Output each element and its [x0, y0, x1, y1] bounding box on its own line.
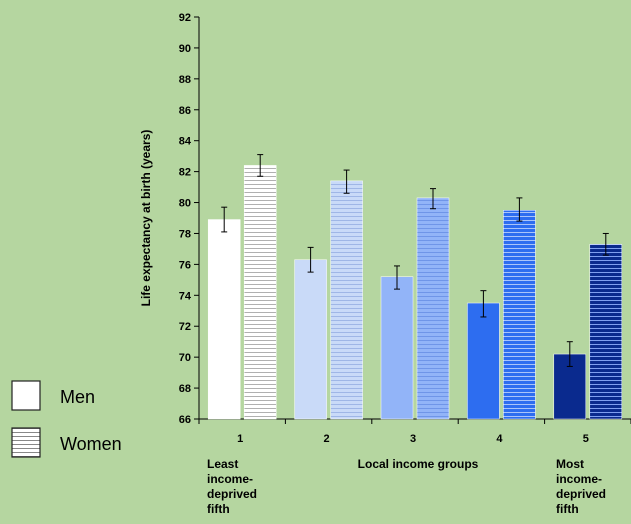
y-tick-label: 74 — [179, 290, 192, 302]
x-axis-title: Local income groups — [358, 457, 479, 471]
y-tick-label: 90 — [179, 43, 191, 55]
y-tick-label: 68 — [179, 383, 191, 395]
legend-label-women: Women — [60, 434, 122, 454]
bar-men-4 — [467, 302, 500, 420]
y-tick-label: 78 — [179, 228, 191, 240]
y-tick-label: 92 — [179, 12, 191, 24]
bar-men-5 — [553, 353, 587, 420]
bar-men-3 — [380, 276, 414, 420]
bar-women-3 — [416, 197, 450, 420]
note-least-deprived: income- — [207, 472, 253, 486]
y-tick-label: 84 — [179, 136, 192, 148]
y-tick-label: 80 — [179, 198, 191, 210]
note-most-deprived: Most — [556, 457, 584, 471]
x-tick-label: 4 — [496, 433, 503, 445]
x-tick-label: 1 — [237, 433, 243, 445]
labels: 66 68 70 72 74 76 78 80 82 84 86 88 90 92 1 2 3 4 5 Local i… — [139, 12, 606, 516]
legend: Men Women — [11, 380, 122, 458]
bar-women-4 — [503, 210, 536, 420]
y-axis-title: Life expectancy at birth (years) — [139, 130, 153, 307]
y-tick-label: 72 — [179, 321, 191, 333]
x-tick-label: 3 — [410, 433, 416, 445]
y-tick-label: 82 — [179, 167, 191, 179]
note-most-deprived: deprived — [556, 487, 606, 501]
bar-women-1 — [243, 165, 277, 420]
note-least-deprived: fifth — [207, 502, 230, 516]
bar-women-5 — [589, 244, 623, 420]
note-least-deprived: Least — [207, 457, 238, 471]
y-tick-label: 76 — [179, 259, 191, 271]
legend-label-men: Men — [60, 387, 95, 407]
y-tick-label: 70 — [179, 352, 191, 364]
x-tick-label: 5 — [583, 433, 589, 445]
y-tick-label: 66 — [179, 414, 191, 426]
note-most-deprived: fifth — [556, 502, 579, 516]
note-least-deprived: deprived — [207, 487, 257, 501]
bars — [207, 165, 623, 420]
y-tick-label: 88 — [179, 74, 191, 86]
x-tick-label: 2 — [324, 433, 330, 445]
legend-swatch-women — [11, 427, 41, 458]
bar-men-1 — [207, 219, 241, 420]
bar-women-2 — [330, 180, 363, 420]
error-bars — [221, 154, 609, 367]
note-most-deprived: income- — [556, 472, 602, 486]
bar-men-2 — [294, 259, 327, 420]
legend-swatch-men — [11, 380, 41, 411]
y-tick-label: 86 — [179, 105, 191, 117]
